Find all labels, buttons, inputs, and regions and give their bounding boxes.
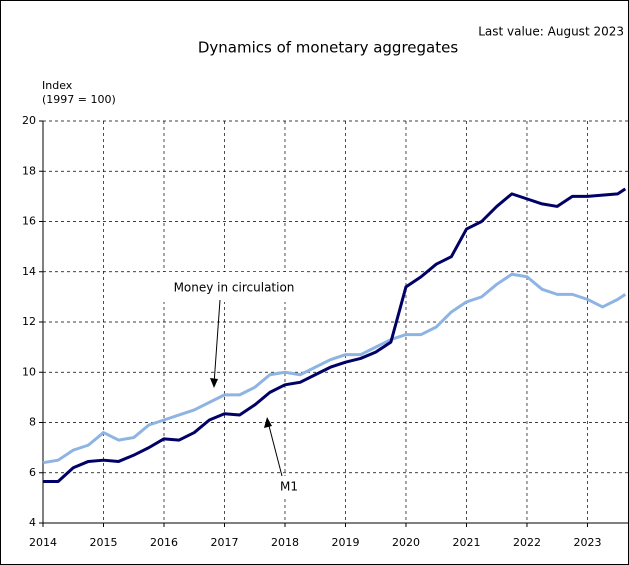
arrow-head (264, 417, 272, 428)
x-tick-label: 2015 (89, 536, 117, 549)
y-tick-label: 4 (29, 516, 36, 529)
y-tick-label: 14 (22, 265, 36, 278)
y-axis-label: Index (42, 79, 73, 92)
x-tick-label: 2019 (331, 536, 359, 549)
annotation: Money in circulation (174, 281, 295, 295)
x-tick-label: 2014 (29, 536, 57, 549)
chart-title: Dynamics of monetary aggregates (198, 39, 458, 57)
x-tick-label: 2016 (150, 536, 178, 549)
x-tick-label: 2021 (452, 536, 480, 549)
annotation-box (272, 476, 306, 498)
y-tick-label: 12 (22, 315, 36, 328)
x-tick-label: 2023 (573, 536, 601, 549)
subtitle: Last value: August 2023 (478, 25, 624, 39)
annotation-box (160, 272, 306, 302)
x-tick-label: 2017 (210, 536, 238, 549)
annotation-arrow (267, 421, 283, 477)
y-axis-label: (1997 = 100) (42, 93, 116, 106)
y-tick-label: 16 (22, 215, 36, 228)
y-tick-label: 10 (22, 365, 36, 378)
annotation-arrow (213, 299, 221, 385)
arrow-head (210, 378, 218, 388)
x-tick-label: 2022 (513, 536, 541, 549)
series-line (43, 187, 627, 484)
lines (42, 187, 627, 484)
annotation: M1 (280, 480, 298, 494)
y-tick-label: 20 (22, 114, 36, 127)
series-line (42, 272, 627, 465)
x-tick-label: 2020 (392, 536, 420, 549)
x-tick-label: 2018 (271, 536, 299, 549)
grid: 4 6 8 10 12 14 16 18 20 2014 2015 2016 2017 2018 2019 2… (22, 114, 628, 549)
y-tick-label: 6 (29, 466, 36, 479)
y-tick-label: 8 (29, 416, 36, 429)
y-tick-label: 18 (22, 164, 36, 177)
